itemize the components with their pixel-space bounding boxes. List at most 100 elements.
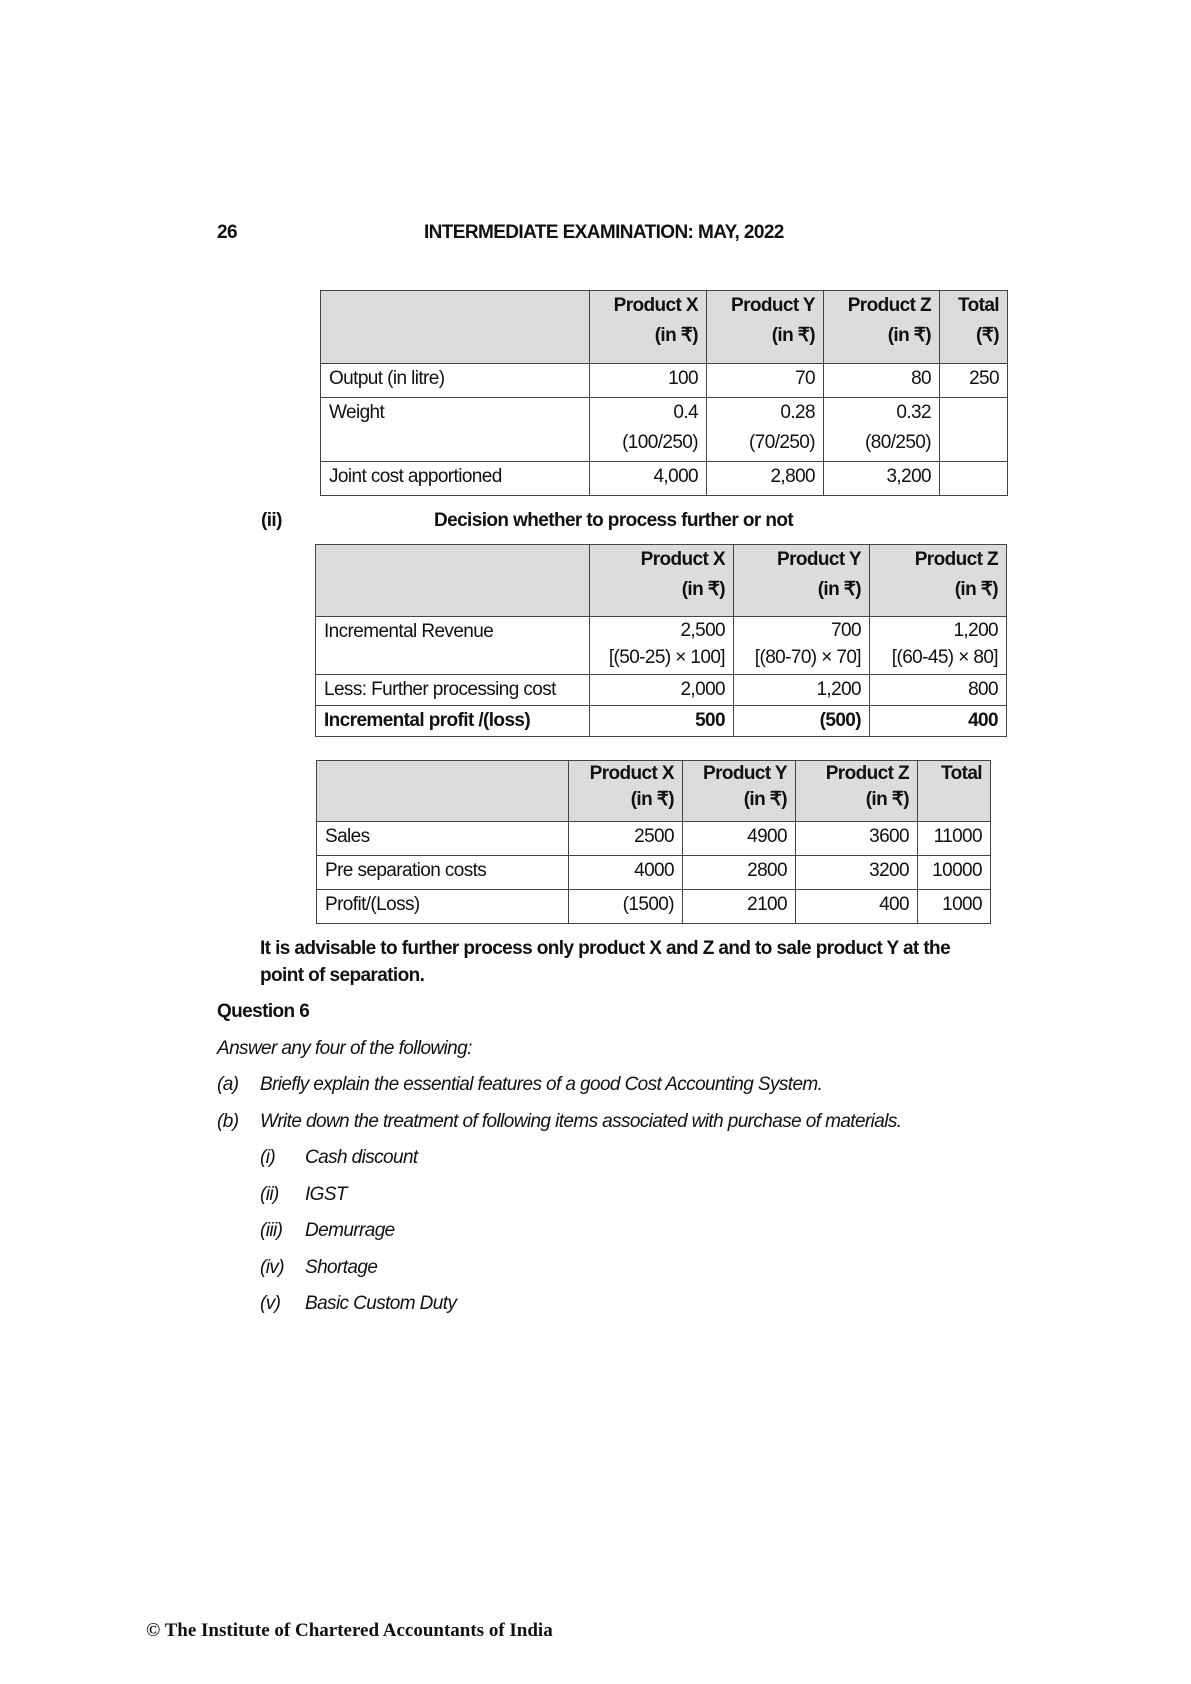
cell-text: Total	[958, 295, 1000, 316]
value-cell: 4900	[682, 821, 796, 856]
value-cell: 4000	[568, 855, 683, 890]
sub-item-label: (iv)	[260, 1256, 285, 1278]
value-cell: 2,500 [(50-25) × 100]	[589, 616, 734, 675]
header-cell: Product Z (in ₹)	[795, 760, 918, 822]
row-label: Joint cost apportioned	[320, 461, 590, 496]
cell-text: 2,000	[680, 679, 725, 700]
section-heading: Decision whether to process further or n…	[434, 510, 794, 531]
cell-text: Product Z	[914, 549, 999, 570]
row-label: Pre separation costs	[316, 855, 569, 890]
question-part-label: (a)	[217, 1074, 239, 1095]
value-cell: 4,000	[589, 461, 707, 496]
cell-text: Product Y	[777, 549, 862, 570]
table-row: Output (in litre) 100 70 80 250	[320, 363, 1008, 398]
value-cell: 1,200	[733, 674, 870, 706]
page-header-title: INTERMEDIATE EXAMINATION: MAY, 2022	[424, 222, 784, 243]
header-cell	[315, 544, 590, 617]
cell-text: (in ₹)	[743, 789, 788, 810]
header-cell: Product Z (in ₹)	[869, 544, 1007, 617]
header-row: Product X (in ₹) Product Y (in ₹) Product Z (…	[315, 544, 1007, 617]
cell-text: (in ₹)	[654, 325, 699, 346]
header-cell: Product X (in ₹)	[568, 760, 683, 822]
value-cell: 400	[795, 889, 918, 924]
header-cell: Product Z (in ₹)	[823, 290, 940, 364]
decision-table: Product X (in ₹) Product Y (in ₹) Product Z (…	[315, 544, 1007, 737]
cell-text: [(80-70) × 70]	[754, 647, 862, 668]
cell-text: 80	[911, 368, 932, 389]
sub-item-text: Shortage	[305, 1256, 378, 1278]
table-row: Less: Further processing cost 2,000 1,200 8…	[315, 674, 1007, 706]
cell-text: 2,500	[680, 620, 725, 641]
cell-text: 3,200	[886, 466, 931, 487]
cell-text: Product Z	[825, 763, 910, 784]
value-cell	[939, 397, 1008, 462]
header-cell: Product X (in ₹)	[589, 544, 734, 617]
value-cell: 2100	[682, 889, 796, 924]
cell-text: Product X	[640, 549, 726, 570]
footer-copyright: © The Institute of Chartered Accountants…	[146, 1620, 553, 1641]
table-row: Sales 2500 4900 3600 11000	[316, 821, 991, 856]
header-cell: Product Y (in ₹)	[733, 544, 870, 617]
cell-text: (in ₹)	[771, 325, 816, 346]
row-label: Sales	[316, 821, 569, 856]
profit-table: Product X (in ₹) Product Y (in ₹) Product Z (…	[316, 760, 991, 924]
row-label: Weight	[320, 397, 590, 462]
cell-text: [(50-25) × 100]	[608, 647, 726, 668]
cell-text: 0.4	[673, 402, 698, 423]
cell-text: 70	[795, 368, 816, 389]
cell-text: Product X	[589, 763, 675, 784]
cell-text: 500	[695, 710, 726, 731]
cell-text: Product Y	[731, 295, 816, 316]
header-row: Product X (in ₹) Product Y (in ₹) Product Z (…	[316, 760, 991, 822]
sub-item-text: Basic Custom Duty	[305, 1293, 457, 1314]
value-cell: 800	[869, 674, 1007, 706]
section-label: (ii)	[261, 510, 282, 531]
sub-item-label: (iii)	[260, 1220, 283, 1241]
row-label: Profit/(Loss)	[316, 889, 569, 924]
cell-text: Total	[941, 763, 983, 784]
table-row: Incremental Revenue 2,500 [(50-25) × 100] 7…	[315, 616, 1007, 675]
value-cell: 2800	[682, 855, 796, 890]
value-cell: 3,200	[823, 461, 940, 496]
value-cell: 1000	[917, 889, 991, 924]
sub-item-label: (v)	[260, 1293, 281, 1314]
header-row: Product X (in ₹) Product Y (in ₹) Product Z (…	[320, 290, 1008, 364]
cell-text: [(60-45) × 80]	[891, 647, 999, 668]
value-cell	[939, 461, 1008, 496]
cell-text: 4,000	[653, 466, 698, 487]
cell-text: (500)	[819, 710, 862, 731]
value-cell: 80	[823, 363, 940, 398]
sub-item-text: IGST	[305, 1183, 348, 1205]
value-cell: 2500	[568, 821, 683, 856]
table-row: Incremental profit /(loss) 500 (500) 400	[315, 705, 1007, 737]
header-cell: Product X (in ₹)	[589, 290, 707, 364]
header-cell: Product Y (in ₹)	[706, 290, 824, 364]
cell-text: 0.28	[780, 402, 815, 423]
cell-text: 1,200	[816, 679, 861, 700]
cell-text: Product X	[613, 295, 699, 316]
table-row: Pre separation costs 4000 2800 3200 10000	[316, 855, 991, 890]
cell-text: (in ₹)	[817, 579, 862, 600]
header-cell	[320, 290, 590, 364]
cell-text: (in ₹)	[865, 789, 910, 810]
joint-cost-table: Product X (in ₹) Product Y (in ₹) Product Z (…	[320, 290, 1008, 496]
value-cell: 3600	[795, 821, 918, 856]
value-cell: 700 [(80-70) × 70]	[733, 616, 870, 675]
value-cell: 500	[589, 705, 734, 737]
cell-text: (in ₹)	[954, 579, 999, 600]
cell-text: (in ₹)	[681, 579, 726, 600]
value-cell: 0.28 (70/250)	[706, 397, 824, 462]
cell-text: 250	[969, 368, 1000, 389]
cell-text: 1,200	[953, 620, 998, 641]
value-cell: 3200	[795, 855, 918, 890]
value-cell: 250	[939, 363, 1008, 398]
header-cell	[316, 760, 569, 822]
row-label: Less: Further processing cost	[315, 674, 590, 706]
value-cell: 10000	[917, 855, 991, 890]
value-cell: (500)	[733, 705, 870, 737]
cell-text: 100	[668, 368, 699, 389]
value-cell: (1500)	[568, 889, 683, 924]
cell-text: (₹)	[976, 325, 1000, 346]
conclusion-line-1: It is advisable to further process only …	[260, 938, 951, 959]
cell-text: 800	[968, 679, 999, 700]
